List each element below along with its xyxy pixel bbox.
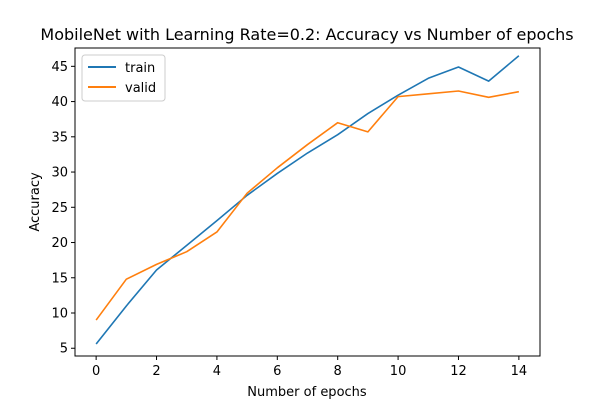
series-lines bbox=[95, 55, 520, 345]
chart-title: MobileNet with Learning Rate=0.2: Accura… bbox=[40, 25, 573, 44]
x-tick-label: 12 bbox=[450, 364, 467, 379]
x-tick-label: 0 bbox=[92, 364, 100, 379]
series-line-train bbox=[95, 55, 520, 345]
y-tick-label: 30 bbox=[51, 166, 68, 181]
y-tick-label: 40 bbox=[51, 95, 68, 110]
legend-label-valid: valid bbox=[125, 81, 156, 96]
y-tick-label: 5 bbox=[60, 342, 68, 357]
x-tick-label: 10 bbox=[390, 364, 407, 379]
x-axis-label: Number of epochs bbox=[247, 385, 367, 400]
plot-area bbox=[74, 47, 541, 357]
x-tick-label: 6 bbox=[273, 364, 281, 379]
y-tick-label: 10 bbox=[51, 307, 68, 322]
x-tick-label: 2 bbox=[152, 364, 160, 379]
legend-label-train: train bbox=[125, 61, 155, 76]
series-line-valid bbox=[95, 90, 520, 321]
y-tick-label: 35 bbox=[51, 130, 68, 145]
legend: train valid bbox=[81, 54, 166, 102]
x-axis-ticks: 0 2 4 6 8 10 12 14 bbox=[92, 356, 527, 379]
y-axis-ticks: 5 10 15 20 25 30 35 40 45 bbox=[51, 60, 75, 357]
y-axis-label: Accuracy bbox=[28, 172, 43, 232]
plot-frame bbox=[74, 47, 541, 357]
y-tick-label: 15 bbox=[51, 271, 68, 286]
y-tick-label: 20 bbox=[51, 236, 68, 251]
y-tick-label: 45 bbox=[51, 60, 68, 75]
x-tick-label: 14 bbox=[511, 364, 528, 379]
x-tick-label: 8 bbox=[334, 364, 342, 379]
x-tick-label: 4 bbox=[213, 364, 221, 379]
y-tick-label: 25 bbox=[51, 201, 68, 216]
